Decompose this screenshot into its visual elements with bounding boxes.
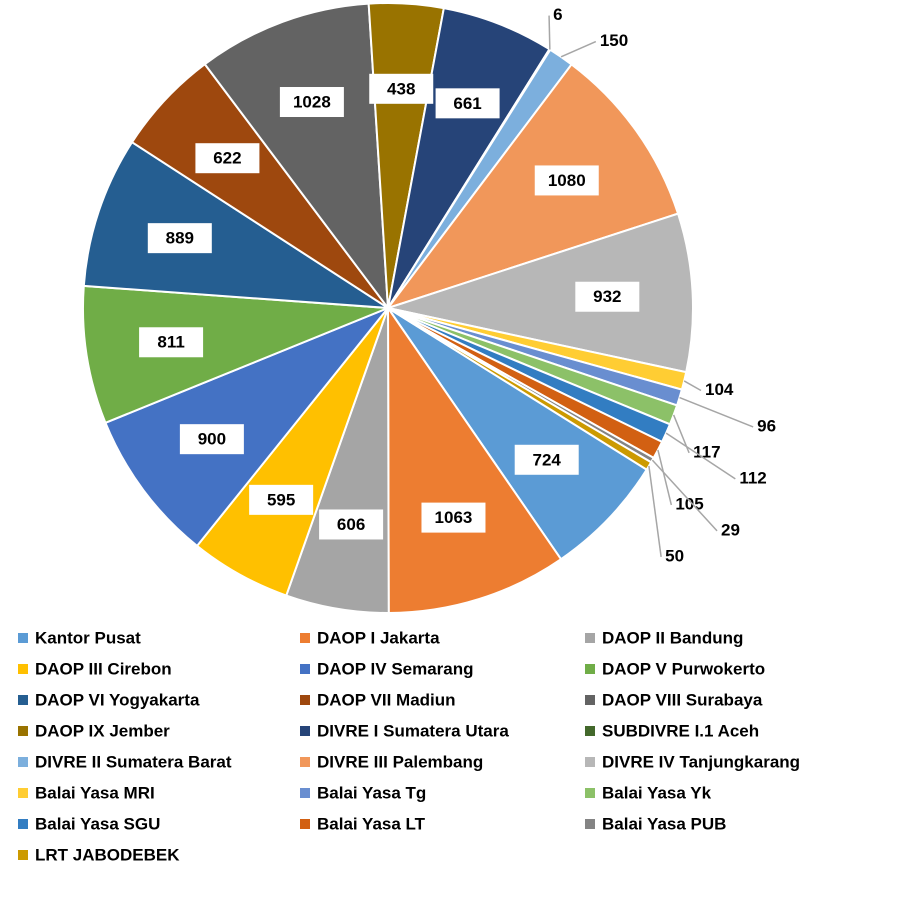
legend-swatch — [585, 664, 595, 674]
legend-swatch — [18, 695, 28, 705]
legend-swatch — [585, 633, 595, 643]
data-label: 438 — [387, 79, 415, 98]
legend-label: DAOP IV Semarang — [317, 659, 474, 678]
data-label: 724 — [533, 450, 562, 469]
leader-line — [657, 449, 673, 506]
legend-swatch — [18, 726, 28, 736]
data-label: 29 — [721, 520, 740, 539]
data-label: 606 — [337, 515, 365, 534]
legend-swatch — [300, 695, 310, 705]
pie-slice — [104, 305, 392, 548]
pie-slice — [203, 2, 390, 312]
pie-slice — [384, 212, 694, 374]
legend-swatch — [300, 788, 310, 798]
legend-label: DAOP IX Jember — [35, 721, 170, 740]
pie-slice — [82, 140, 389, 309]
legend-label: Balai Yasa MRI — [35, 783, 155, 802]
data-label: 661 — [453, 94, 481, 113]
data-label: 1080 — [548, 171, 586, 190]
leader-line — [648, 465, 662, 558]
data-label: 622 — [213, 149, 241, 168]
legend-label: Balai Yasa LT — [317, 814, 426, 833]
label-box — [435, 88, 500, 119]
pie-slice — [387, 307, 653, 472]
legend-swatch — [18, 788, 28, 798]
legend-swatch — [585, 757, 595, 767]
legend-label: Balai Yasa Yk — [602, 783, 712, 802]
legend-label: DAOP VI Yogyakarta — [35, 690, 200, 709]
pie-slice — [387, 307, 649, 561]
leader-line — [560, 40, 597, 58]
label-box — [249, 484, 314, 515]
data-label: 117 — [693, 442, 720, 461]
data-label: 150 — [600, 31, 628, 50]
legend-label: DIVRE IV Tanjungkarang — [602, 752, 800, 771]
leader-line — [651, 459, 718, 532]
label-box — [179, 424, 244, 455]
legend-swatch — [18, 757, 28, 767]
data-label: 6 — [553, 5, 562, 24]
leader-line — [679, 396, 754, 428]
legend-label: DAOP VII Madiun — [317, 690, 456, 709]
data-label: 811 — [157, 333, 184, 352]
data-label: 595 — [267, 490, 295, 509]
label-box — [369, 73, 434, 104]
data-label: 932 — [593, 287, 621, 306]
legend-label: DAOP VIII Surabaya — [602, 690, 763, 709]
label-box — [279, 87, 344, 118]
legend-label: Kantor Pusat — [35, 628, 141, 647]
data-label: 889 — [166, 229, 194, 248]
data-label: 1028 — [293, 92, 331, 111]
legend-label: LRT JABODEBEK — [35, 845, 180, 864]
label-box — [534, 165, 599, 196]
legend-swatch — [585, 726, 595, 736]
legend-label: Balai Yasa Tg — [317, 783, 426, 802]
data-label: 900 — [198, 430, 226, 449]
legend-label: DIVRE III Palembang — [317, 752, 483, 771]
pie-slice — [82, 284, 389, 425]
legend-swatch — [585, 695, 595, 705]
label-box — [147, 223, 212, 254]
leader-line — [665, 432, 736, 480]
legend-swatch — [18, 664, 28, 674]
legend-label: DAOP II Bandung — [602, 628, 743, 647]
label-box — [421, 502, 486, 533]
legend-swatch — [300, 633, 310, 643]
legend-label: DAOP I Jakarta — [317, 628, 440, 647]
label-box — [514, 444, 579, 475]
pie-slice — [386, 304, 563, 615]
legend-swatch — [300, 664, 310, 674]
label-box — [319, 509, 384, 540]
legend-swatch — [300, 819, 310, 829]
data-label: 104 — [705, 380, 734, 399]
pie-slice — [385, 63, 680, 310]
legend-swatch — [585, 788, 595, 798]
legend-swatch — [585, 819, 595, 829]
legend-label: DAOP V Purwokerto — [602, 659, 765, 678]
label-box — [575, 281, 640, 312]
label-box — [195, 143, 260, 174]
legend-swatch — [300, 726, 310, 736]
legend-label: DAOP III Cirebon — [35, 659, 172, 678]
label-box — [139, 327, 204, 358]
legend-swatch — [18, 819, 28, 829]
legend-swatch — [18, 850, 28, 860]
legend-label: DIVRE II Sumatera Barat — [35, 752, 232, 771]
data-label: 50 — [665, 546, 684, 565]
legend-label: DIVRE I Sumatera Utara — [317, 721, 509, 740]
leader-line — [548, 15, 551, 50]
legend-label: Balai Yasa PUB — [602, 814, 726, 833]
leader-line — [683, 380, 702, 392]
legend-label: SUBDIVRE I.1 Aceh — [602, 721, 759, 740]
data-label: 1063 — [435, 508, 473, 527]
data-label: 96 — [757, 416, 776, 435]
data-label: 112 — [739, 468, 766, 487]
legend-swatch — [18, 633, 28, 643]
legend-swatch — [300, 757, 310, 767]
legend-label: Balai Yasa SGU — [35, 814, 160, 833]
